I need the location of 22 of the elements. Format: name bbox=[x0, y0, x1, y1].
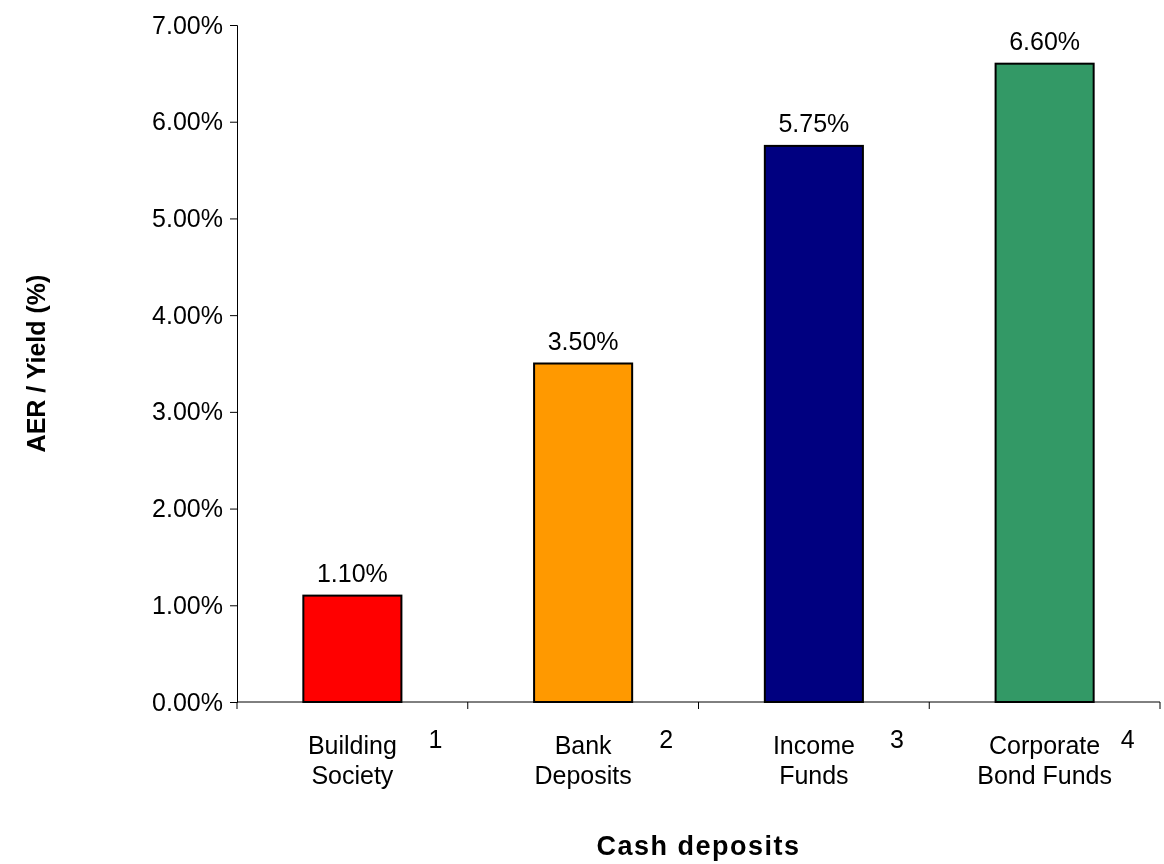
x-tick-label: Income Funds bbox=[772, 731, 855, 789]
y-tick-label: 7.00% bbox=[152, 10, 223, 39]
x-axis-title: Cash deposits bbox=[596, 831, 801, 861]
y-tick-label: 6.00% bbox=[152, 107, 223, 136]
y-tick-label: 1.00% bbox=[152, 590, 223, 619]
data-label: 6.60% bbox=[1009, 26, 1081, 55]
x-tick-label: Building Society bbox=[307, 731, 397, 789]
text: 4 bbox=[1120, 725, 1135, 753]
data-label: 1.10% bbox=[316, 558, 388, 587]
x-tick-label: Bank Deposits bbox=[534, 731, 632, 789]
y-tick-label: 4.00% bbox=[152, 300, 223, 329]
y-tick-label: 2.00% bbox=[152, 494, 223, 523]
y-tick-label: 5.00% bbox=[152, 203, 223, 232]
y-axis-title: AER / Yield (%) bbox=[22, 274, 50, 453]
data-label: 5.75% bbox=[778, 108, 850, 137]
text: 2 bbox=[659, 725, 674, 753]
y-tick-label: 0.00% bbox=[152, 687, 223, 716]
x-tick-label: Corporate Bond Funds bbox=[977, 731, 1113, 789]
y-tick-label: 3.00% bbox=[152, 397, 223, 426]
text: 3 bbox=[889, 725, 904, 753]
data-label: 3.50% bbox=[547, 326, 619, 355]
text: 1 bbox=[428, 725, 443, 753]
